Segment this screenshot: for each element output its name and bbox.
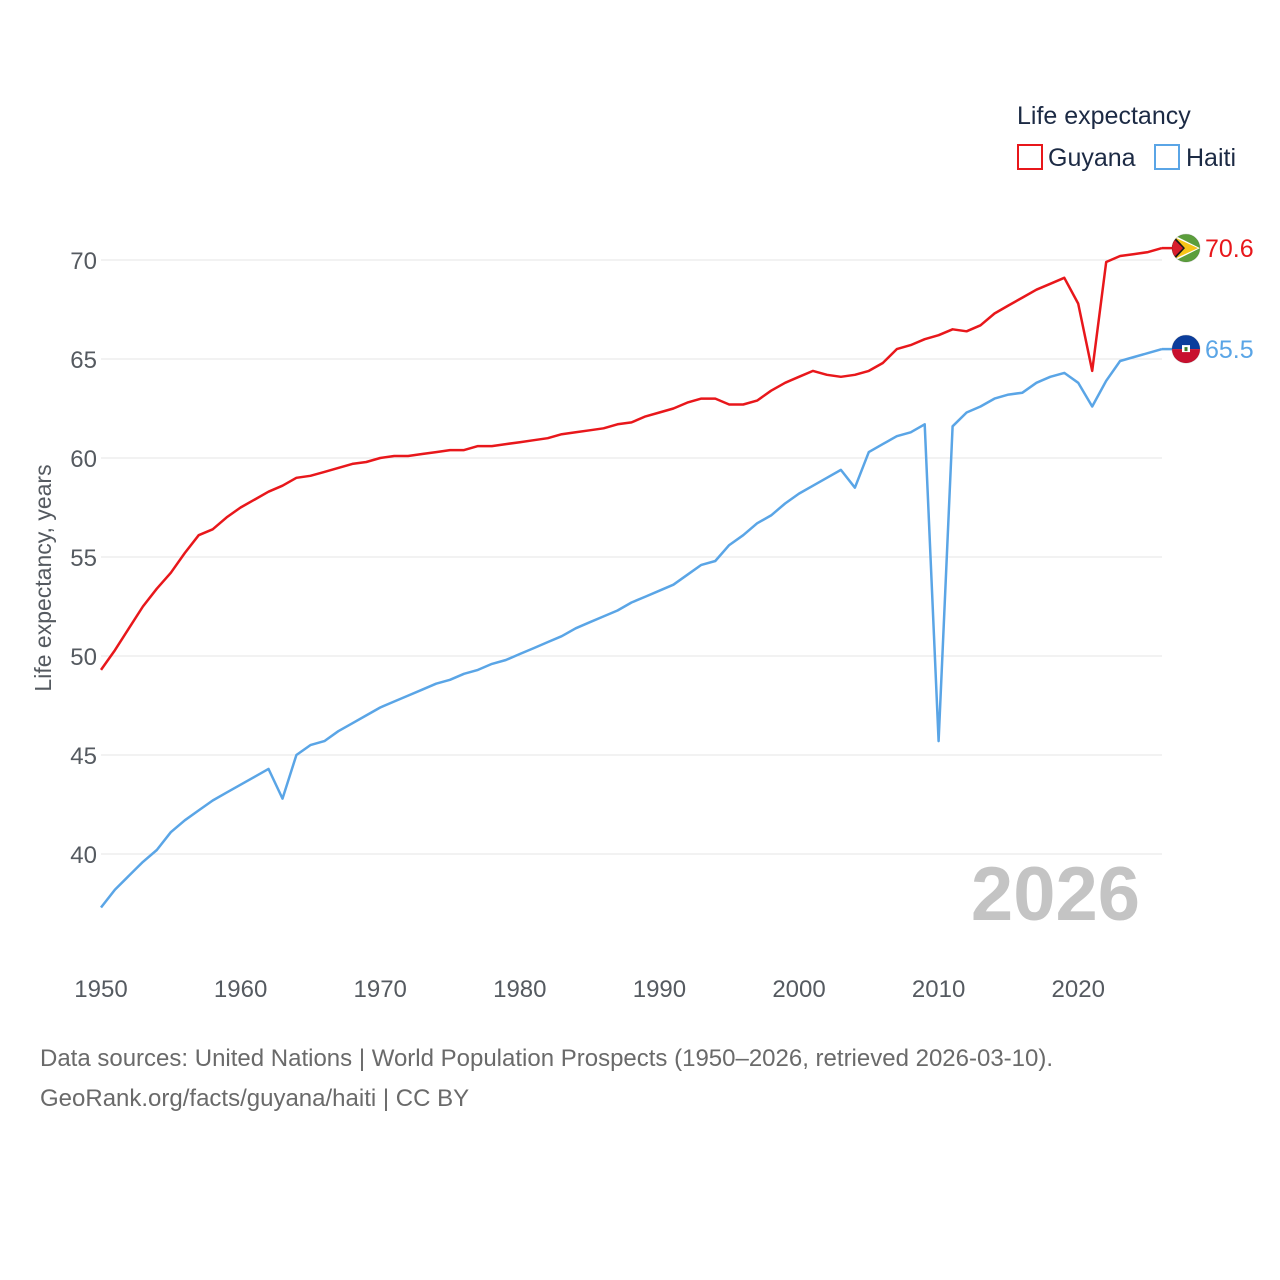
series-line-guyana[interactable] bbox=[99, 246, 1163, 671]
legend-label-haiti: Haiti bbox=[1186, 144, 1236, 172]
end-value-haiti: 65.5 bbox=[1205, 336, 1254, 364]
end-value-guyana: 70.6 bbox=[1205, 235, 1254, 263]
x-tick-label: 1980 bbox=[493, 976, 546, 1003]
series-lines bbox=[99, 246, 1163, 909]
x-tick-label: 1950 bbox=[74, 976, 127, 1003]
haiti-flag-icon bbox=[1171, 334, 1201, 364]
data-source-note: Data sources: United Nations | World Pop… bbox=[40, 1045, 1054, 1072]
guyana-flag-icon bbox=[1171, 233, 1201, 263]
x-tick-label: 1970 bbox=[354, 976, 407, 1003]
x-tick-label: 2000 bbox=[772, 976, 825, 1003]
y-tick-label: 55 bbox=[70, 545, 97, 572]
gridlines bbox=[101, 259, 1162, 855]
y-tick-label: 40 bbox=[70, 842, 97, 869]
year-watermark: 2026 bbox=[971, 852, 1140, 937]
credit-link[interactable]: GeoRank.org/facts/guyana/haiti | CC BY bbox=[40, 1085, 470, 1112]
y-axis-title: Life expectancy, years bbox=[30, 464, 56, 691]
x-tick-label: 2020 bbox=[1052, 976, 1105, 1003]
y-tick-label: 65 bbox=[70, 347, 97, 374]
x-tick-label: 1960 bbox=[214, 976, 267, 1003]
legend-label-guyana: Guyana bbox=[1048, 144, 1136, 172]
legend-swatch-haiti bbox=[1154, 144, 1180, 170]
end-markers: 70.6 65.5 bbox=[1162, 233, 1254, 364]
legend-item-haiti[interactable]: Haiti bbox=[1154, 144, 1236, 172]
x-axis-ticks: 1950 1960 1970 1980 1990 2000 2010 2020 bbox=[74, 976, 1105, 1003]
legend-swatch-guyana bbox=[1017, 144, 1043, 170]
y-tick-label: 70 bbox=[70, 248, 97, 275]
legend-title: Life expectancy bbox=[1017, 102, 1191, 130]
legend: Life expectancy Guyana Haiti bbox=[1017, 102, 1236, 172]
y-tick-label: 60 bbox=[70, 446, 97, 473]
y-axis-ticks: 40 45 50 55 60 65 70 bbox=[70, 248, 97, 869]
series-line-haiti[interactable] bbox=[100, 347, 1163, 909]
y-tick-label: 45 bbox=[70, 743, 97, 770]
y-tick-label: 50 bbox=[70, 644, 97, 671]
x-tick-label: 1990 bbox=[633, 976, 686, 1003]
x-tick-label: 2010 bbox=[912, 976, 965, 1003]
legend-item-guyana[interactable]: Guyana bbox=[1017, 144, 1136, 172]
